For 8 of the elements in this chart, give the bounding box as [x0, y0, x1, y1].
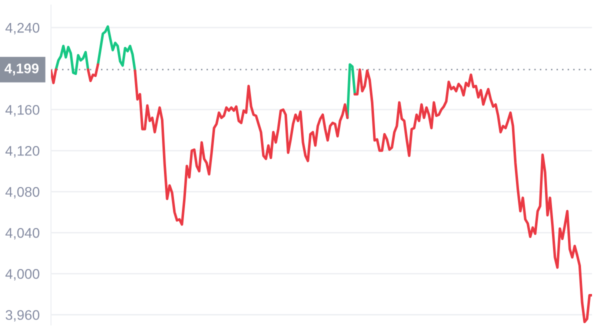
y-tick-label: 4,160	[5, 104, 40, 116]
y-tick-label: 4,040	[5, 228, 40, 240]
y-tick-label: 4,080	[5, 187, 40, 198]
y-tick-label: 3,960	[6, 310, 40, 322]
y-tick-label: 4,000	[5, 269, 40, 281]
y-tick-label: 4,120	[5, 146, 40, 158]
y-tick-label: 4,240	[5, 22, 40, 34]
ref-line-label: 4,199	[4, 64, 39, 76]
